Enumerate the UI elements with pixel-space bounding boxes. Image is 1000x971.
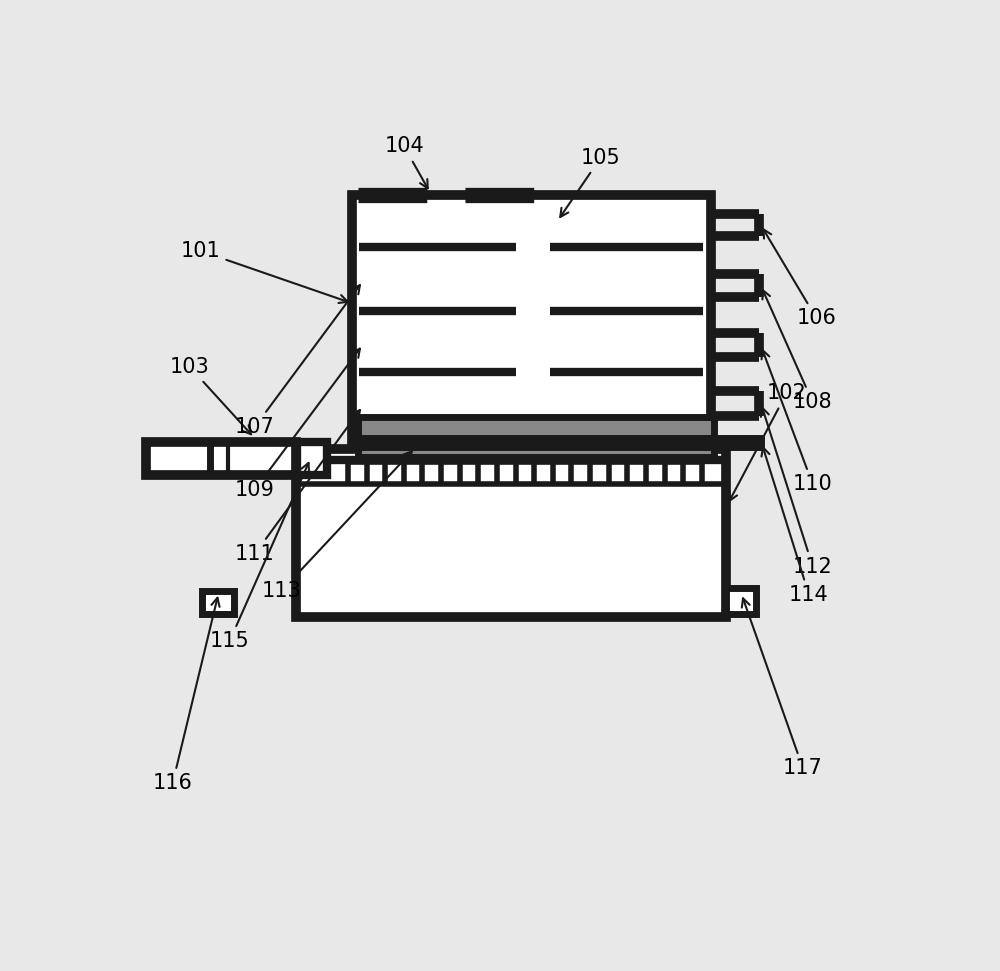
Bar bbox=[296, 450, 726, 618]
Text: 114: 114 bbox=[761, 448, 829, 605]
Text: 110: 110 bbox=[762, 351, 833, 494]
Text: 102: 102 bbox=[729, 384, 806, 501]
Bar bbox=[352, 438, 761, 447]
Text: 108: 108 bbox=[762, 290, 833, 412]
Text: 104: 104 bbox=[384, 137, 428, 188]
Text: 112: 112 bbox=[761, 408, 833, 577]
Text: 111: 111 bbox=[235, 410, 360, 564]
Bar bbox=[146, 442, 296, 476]
Text: 106: 106 bbox=[763, 229, 836, 328]
Bar bbox=[726, 587, 756, 614]
Text: 117: 117 bbox=[742, 598, 823, 779]
Text: 107: 107 bbox=[235, 285, 360, 437]
Bar bbox=[297, 442, 327, 476]
Bar bbox=[202, 590, 234, 614]
Text: 101: 101 bbox=[181, 241, 348, 303]
Text: 115: 115 bbox=[210, 463, 309, 652]
Bar bbox=[358, 418, 714, 456]
Text: 116: 116 bbox=[153, 598, 220, 793]
Text: 109: 109 bbox=[235, 349, 360, 500]
Text: 105: 105 bbox=[560, 148, 621, 217]
Text: 103: 103 bbox=[170, 357, 251, 434]
Text: 113: 113 bbox=[262, 452, 412, 600]
Bar bbox=[352, 195, 711, 456]
